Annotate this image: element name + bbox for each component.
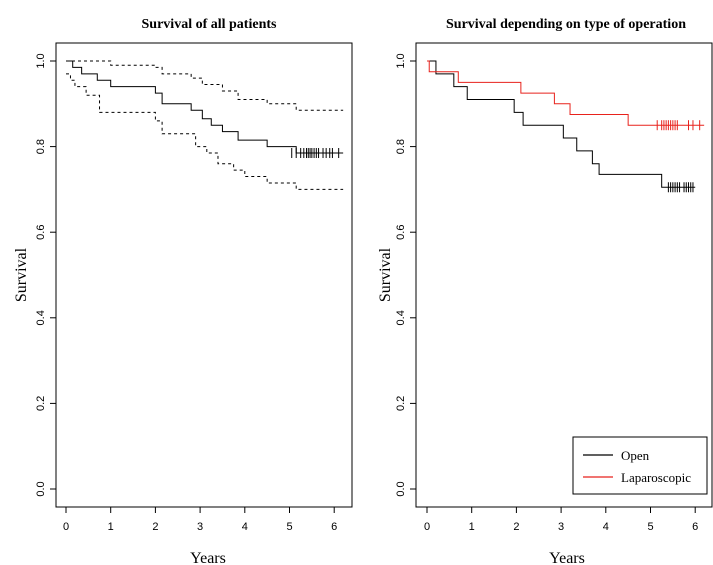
x-tick-label: 6	[692, 521, 698, 533]
x-tick-label: 3	[197, 521, 203, 533]
legend-label-open: Open	[621, 448, 650, 463]
chart-title: Survival depending on type of operation	[446, 17, 686, 32]
series-line-lower-ci	[66, 73, 344, 190]
x-tick-label: 2	[152, 521, 158, 533]
plot-frame	[415, 42, 713, 508]
x-tick-label: 4	[603, 521, 609, 533]
series-line-open	[427, 60, 696, 188]
x-axis-label: Years	[549, 550, 585, 565]
y-tick-label: 0.4	[35, 310, 47, 325]
x-tick-label: 2	[513, 521, 519, 533]
series-line-upper-ci	[66, 60, 344, 111]
y-tick-label: 0.6	[395, 225, 407, 240]
y-axis-label: Survival	[13, 247, 30, 302]
y-tick-label: 0.2	[395, 396, 407, 411]
x-tick-label: 0	[424, 521, 430, 533]
y-tick-label: 0.6	[35, 225, 47, 240]
axis-ticks: 0 1 2 3 4 5 6 0.0 0.2 0.4 0.6 0.8 1.0	[395, 53, 698, 533]
x-tick-label: 5	[286, 521, 292, 533]
x-tick-label: 4	[242, 521, 248, 533]
x-tick-label: 6	[331, 521, 337, 533]
legend-box	[572, 436, 708, 495]
x-tick-label: 5	[647, 521, 653, 533]
legend-label-laparoscopic: Laparoscopic	[621, 470, 691, 485]
survival-curves	[66, 60, 344, 190]
x-tick-label: 3	[558, 521, 564, 533]
x-tick-label: 1	[469, 521, 475, 533]
y-tick-label: 0.2	[35, 396, 47, 411]
survival-curves	[427, 60, 705, 193]
x-axis-label: Years	[190, 550, 226, 565]
legend: Open Laparoscopic	[572, 436, 708, 495]
y-axis-label: Survival	[377, 247, 394, 302]
y-tick-label: 1.0	[395, 53, 407, 68]
chart-panel-operation-type: Survival depending on type of operation …	[377, 17, 713, 565]
y-tick-label: 0.0	[395, 481, 407, 496]
x-tick-label: 0	[63, 521, 69, 533]
series-line-laparoscopic	[427, 60, 705, 126]
plot-frame	[55, 42, 353, 508]
series-line-estimate	[66, 60, 344, 154]
y-tick-label: 1.0	[35, 53, 47, 68]
x-tick-label: 1	[108, 521, 114, 533]
axis-ticks: 0 1 2 3 4 5 6 0.0 0.2 0.4 0.6 0.8 1.0	[35, 53, 337, 533]
chart-title: Survival of all patients	[142, 17, 278, 32]
y-tick-label: 0.4	[395, 310, 407, 325]
y-tick-label: 0.8	[35, 139, 47, 154]
y-tick-label: 0.8	[395, 139, 407, 154]
chart-panel-all-patients: Survival of all patients Years Survival …	[13, 17, 353, 565]
y-tick-label: 0.0	[35, 481, 47, 496]
